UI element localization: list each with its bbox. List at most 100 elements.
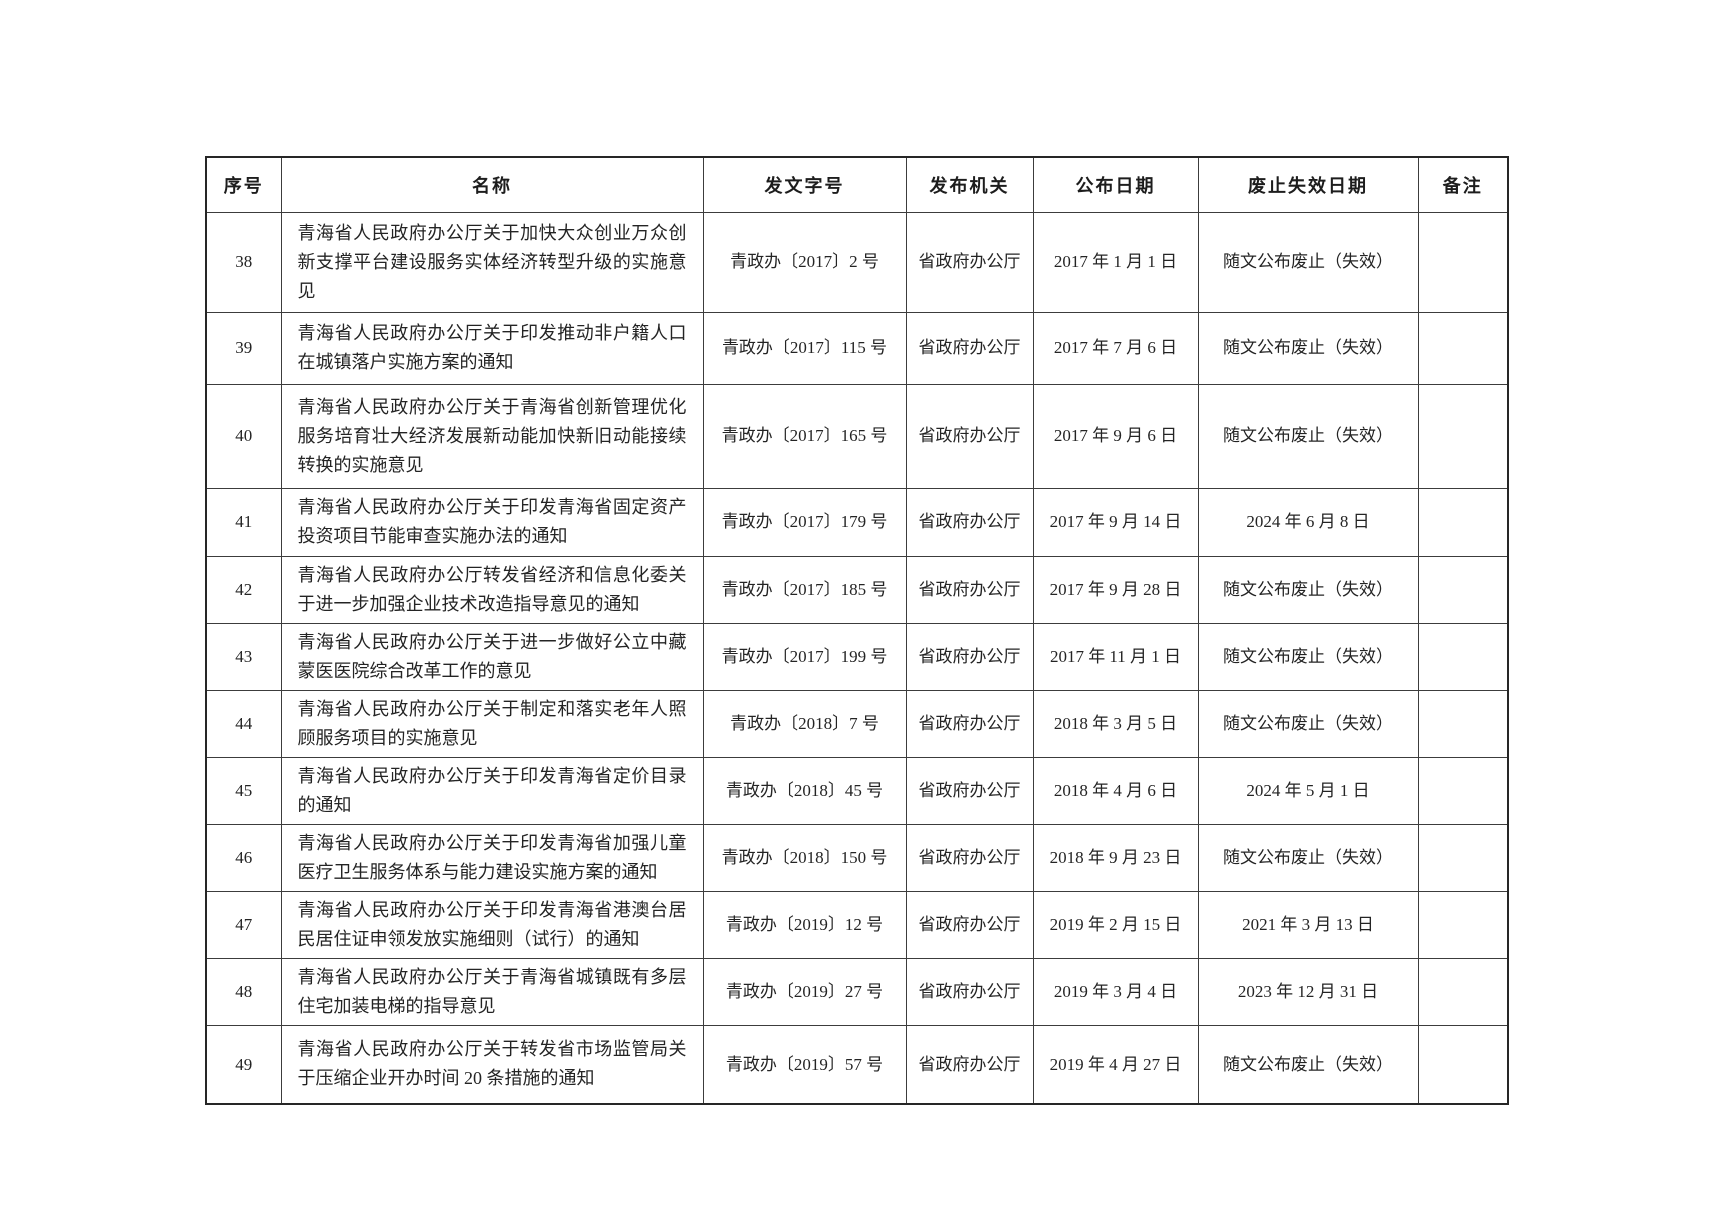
row-doc-number: 青政办〔2018〕150 号 <box>702 823 907 892</box>
row-name: 青海省人民政府办公厅转发省经济和信息化委关于进一步加强企业技术改造指导意见的通知 <box>280 555 704 624</box>
row-agency: 省政府办公厅 <box>905 487 1034 557</box>
row-remark <box>1417 555 1509 624</box>
repealed-documents-table: 序号 名称 发文字号 发布机关 公布日期 废止失效日期 备注 38 青海省人民政… <box>205 156 1509 1105</box>
table-row: 41 青海省人民政府办公厅关于印发青海省固定资产投资项目节能审查实施办法的通知 … <box>205 487 1509 557</box>
row-seq: 49 <box>205 1024 282 1105</box>
row-name: 青海省人民政府办公厅关于青海省创新管理优化服务培育壮大经济发展新动能加快新旧动能… <box>280 383 704 489</box>
row-doc-number: 青政办〔2017〕115 号 <box>702 311 907 385</box>
row-doc-number: 青政办〔2019〕12 号 <box>702 890 907 959</box>
row-seq: 38 <box>205 211 282 313</box>
row-doc-number: 青政办〔2017〕2 号 <box>702 211 907 313</box>
row-remark <box>1417 756 1509 825</box>
row-doc-number: 青政办〔2018〕45 号 <box>702 756 907 825</box>
row-name: 青海省人民政府办公厅关于印发推动非户籍人口在城镇落户实施方案的通知 <box>280 311 704 385</box>
header-remark: 备注 <box>1417 156 1509 213</box>
row-name: 青海省人民政府办公厅关于印发青海省加强儿童医疗卫生服务体系与能力建设实施方案的通… <box>280 823 704 892</box>
header-agency: 发布机关 <box>905 156 1034 213</box>
row-doc-number: 青政办〔2017〕179 号 <box>702 487 907 557</box>
header-seq: 序号 <box>205 156 282 213</box>
row-agency: 省政府办公厅 <box>905 756 1034 825</box>
row-seq: 44 <box>205 689 282 758</box>
row-repeal-date: 随文公布废止（失效） <box>1197 689 1419 758</box>
row-publish-date: 2017 年 9 月 14 日 <box>1032 487 1199 557</box>
row-remark <box>1417 487 1509 557</box>
row-agency: 省政府办公厅 <box>905 890 1034 959</box>
row-name: 青海省人民政府办公厅关于进一步做好公立中藏蒙医医院综合改革工作的意见 <box>280 622 704 691</box>
row-seq: 41 <box>205 487 282 557</box>
row-publish-date: 2018 年 4 月 6 日 <box>1032 756 1199 825</box>
row-seq: 39 <box>205 311 282 385</box>
row-repeal-date: 2023 年 12 月 31 日 <box>1197 957 1419 1026</box>
row-publish-date: 2017 年 1 月 1 日 <box>1032 211 1199 313</box>
table-row: 40 青海省人民政府办公厅关于青海省创新管理优化服务培育壮大经济发展新动能加快新… <box>205 383 1509 489</box>
row-name: 青海省人民政府办公厅关于青海省城镇既有多层住宅加装电梯的指导意见 <box>280 957 704 1026</box>
row-repeal-date: 随文公布废止（失效） <box>1197 311 1419 385</box>
header-name: 名称 <box>280 156 704 213</box>
row-seq: 47 <box>205 890 282 959</box>
row-remark <box>1417 622 1509 691</box>
header-publish-date: 公布日期 <box>1032 156 1199 213</box>
row-agency: 省政府办公厅 <box>905 1024 1034 1105</box>
row-repeal-date: 2024 年 5 月 1 日 <box>1197 756 1419 825</box>
table-row: 38 青海省人民政府办公厅关于加快大众创业万众创新支撑平台建设服务实体经济转型升… <box>205 211 1509 313</box>
table-row: 43 青海省人民政府办公厅关于进一步做好公立中藏蒙医医院综合改革工作的意见 青政… <box>205 622 1509 691</box>
row-agency: 省政府办公厅 <box>905 383 1034 489</box>
header-doc-number: 发文字号 <box>702 156 907 213</box>
row-repeal-date: 2021 年 3 月 13 日 <box>1197 890 1419 959</box>
row-remark <box>1417 689 1509 758</box>
table-row: 45 青海省人民政府办公厅关于印发青海省定价目录的通知 青政办〔2018〕45 … <box>205 756 1509 825</box>
row-agency: 省政府办公厅 <box>905 555 1034 624</box>
row-publish-date: 2019 年 3 月 4 日 <box>1032 957 1199 1026</box>
row-doc-number: 青政办〔2018〕7 号 <box>702 689 907 758</box>
row-repeal-date: 2024 年 6 月 8 日 <box>1197 487 1419 557</box>
row-doc-number: 青政办〔2017〕185 号 <box>702 555 907 624</box>
table-header-row: 序号 名称 发文字号 发布机关 公布日期 废止失效日期 备注 <box>205 156 1509 213</box>
row-repeal-date: 随文公布废止（失效） <box>1197 823 1419 892</box>
row-agency: 省政府办公厅 <box>905 622 1034 691</box>
row-name: 青海省人民政府办公厅关于印发青海省港澳台居民居住证申领发放实施细则（试行）的通知 <box>280 890 704 959</box>
row-repeal-date: 随文公布废止（失效） <box>1197 211 1419 313</box>
row-publish-date: 2019 年 4 月 27 日 <box>1032 1024 1199 1105</box>
table-row: 42 青海省人民政府办公厅转发省经济和信息化委关于进一步加强企业技术改造指导意见… <box>205 555 1509 624</box>
row-publish-date: 2017 年 7 月 6 日 <box>1032 311 1199 385</box>
row-name: 青海省人民政府办公厅关于加快大众创业万众创新支撑平台建设服务实体经济转型升级的实… <box>280 211 704 313</box>
row-repeal-date: 随文公布废止（失效） <box>1197 1024 1419 1105</box>
row-agency: 省政府办公厅 <box>905 689 1034 758</box>
row-publish-date: 2017 年 9 月 6 日 <box>1032 383 1199 489</box>
header-repeal-date: 废止失效日期 <box>1197 156 1419 213</box>
row-name: 青海省人民政府办公厅关于印发青海省固定资产投资项目节能审查实施办法的通知 <box>280 487 704 557</box>
row-seq: 43 <box>205 622 282 691</box>
row-remark <box>1417 211 1509 313</box>
row-remark <box>1417 890 1509 959</box>
row-doc-number: 青政办〔2019〕57 号 <box>702 1024 907 1105</box>
table-row: 46 青海省人民政府办公厅关于印发青海省加强儿童医疗卫生服务体系与能力建设实施方… <box>205 823 1509 892</box>
row-publish-date: 2019 年 2 月 15 日 <box>1032 890 1199 959</box>
row-publish-date: 2017 年 11 月 1 日 <box>1032 622 1199 691</box>
row-doc-number: 青政办〔2017〕165 号 <box>702 383 907 489</box>
row-name: 青海省人民政府办公厅关于印发青海省定价目录的通知 <box>280 756 704 825</box>
row-remark <box>1417 383 1509 489</box>
row-name: 青海省人民政府办公厅关于转发省市场监管局关于压缩企业开办时间 20 条措施的通知 <box>280 1024 704 1105</box>
row-publish-date: 2018 年 3 月 5 日 <box>1032 689 1199 758</box>
table-body: 38 青海省人民政府办公厅关于加快大众创业万众创新支撑平台建设服务实体经济转型升… <box>205 211 1509 1105</box>
row-agency: 省政府办公厅 <box>905 211 1034 313</box>
row-seq: 48 <box>205 957 282 1026</box>
row-agency: 省政府办公厅 <box>905 311 1034 385</box>
row-name: 青海省人民政府办公厅关于制定和落实老年人照顾服务项目的实施意见 <box>280 689 704 758</box>
table-row: 48 青海省人民政府办公厅关于青海省城镇既有多层住宅加装电梯的指导意见 青政办〔… <box>205 957 1509 1026</box>
row-repeal-date: 随文公布废止（失效） <box>1197 622 1419 691</box>
row-doc-number: 青政办〔2019〕27 号 <box>702 957 907 1026</box>
row-remark <box>1417 957 1509 1026</box>
row-seq: 45 <box>205 756 282 825</box>
row-remark <box>1417 311 1509 385</box>
row-doc-number: 青政办〔2017〕199 号 <box>702 622 907 691</box>
row-repeal-date: 随文公布废止（失效） <box>1197 383 1419 489</box>
table-row: 49 青海省人民政府办公厅关于转发省市场监管局关于压缩企业开办时间 20 条措施… <box>205 1024 1509 1105</box>
row-publish-date: 2017 年 9 月 28 日 <box>1032 555 1199 624</box>
row-remark <box>1417 1024 1509 1105</box>
row-agency: 省政府办公厅 <box>905 957 1034 1026</box>
table-row: 44 青海省人民政府办公厅关于制定和落实老年人照顾服务项目的实施意见 青政办〔2… <box>205 689 1509 758</box>
row-publish-date: 2018 年 9 月 23 日 <box>1032 823 1199 892</box>
row-seq: 42 <box>205 555 282 624</box>
